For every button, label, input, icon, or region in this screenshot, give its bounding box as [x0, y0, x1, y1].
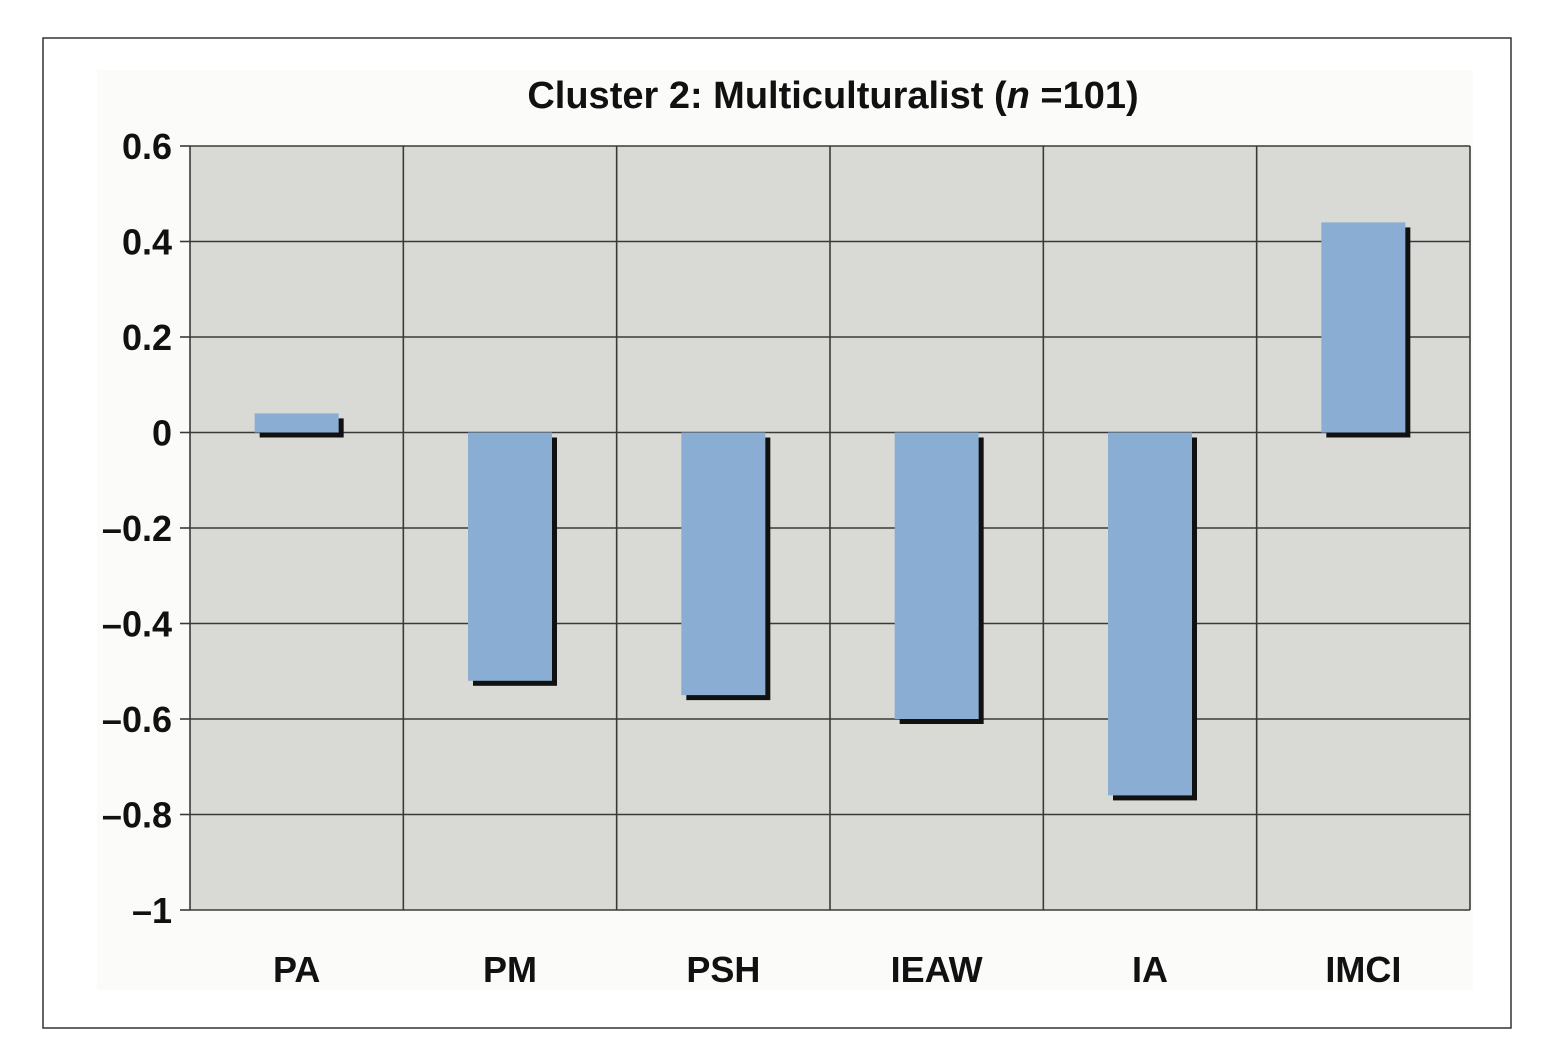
bar	[1321, 222, 1406, 433]
y-tick-label: –1	[132, 890, 172, 931]
y-tick-label: –0.2	[102, 508, 172, 549]
y-tick-label: 0	[152, 413, 172, 454]
chart-title: Cluster 2: Multiculturalist (n =101)	[527, 75, 1138, 117]
y-tick-label: –0.8	[102, 795, 172, 836]
y-tick-label: –0.6	[102, 699, 172, 740]
x-tick-label: PA	[273, 949, 320, 990]
x-tick-label: PSH	[686, 949, 760, 990]
bar	[254, 413, 339, 433]
x-tick-label: IA	[1132, 949, 1168, 990]
x-tick-label: PM	[483, 949, 537, 990]
bar	[1108, 432, 1192, 796]
bar	[681, 432, 766, 696]
y-tick-label: 0.2	[122, 317, 172, 358]
y-tick-label: 0.6	[122, 126, 172, 167]
y-tick-label: 0.4	[122, 222, 172, 263]
y-tick-label: –0.4	[102, 604, 172, 645]
plot-area: 0.6 0.4 0.2 0 –0.2 –0.4 –0.6 –0.8 –1 PA PM PSH IEAW I…	[102, 126, 1471, 990]
bar	[894, 432, 979, 719]
x-tick-label: IMCI	[1325, 949, 1401, 990]
bar	[468, 432, 552, 681]
x-tick-label: IEAW	[891, 949, 983, 990]
